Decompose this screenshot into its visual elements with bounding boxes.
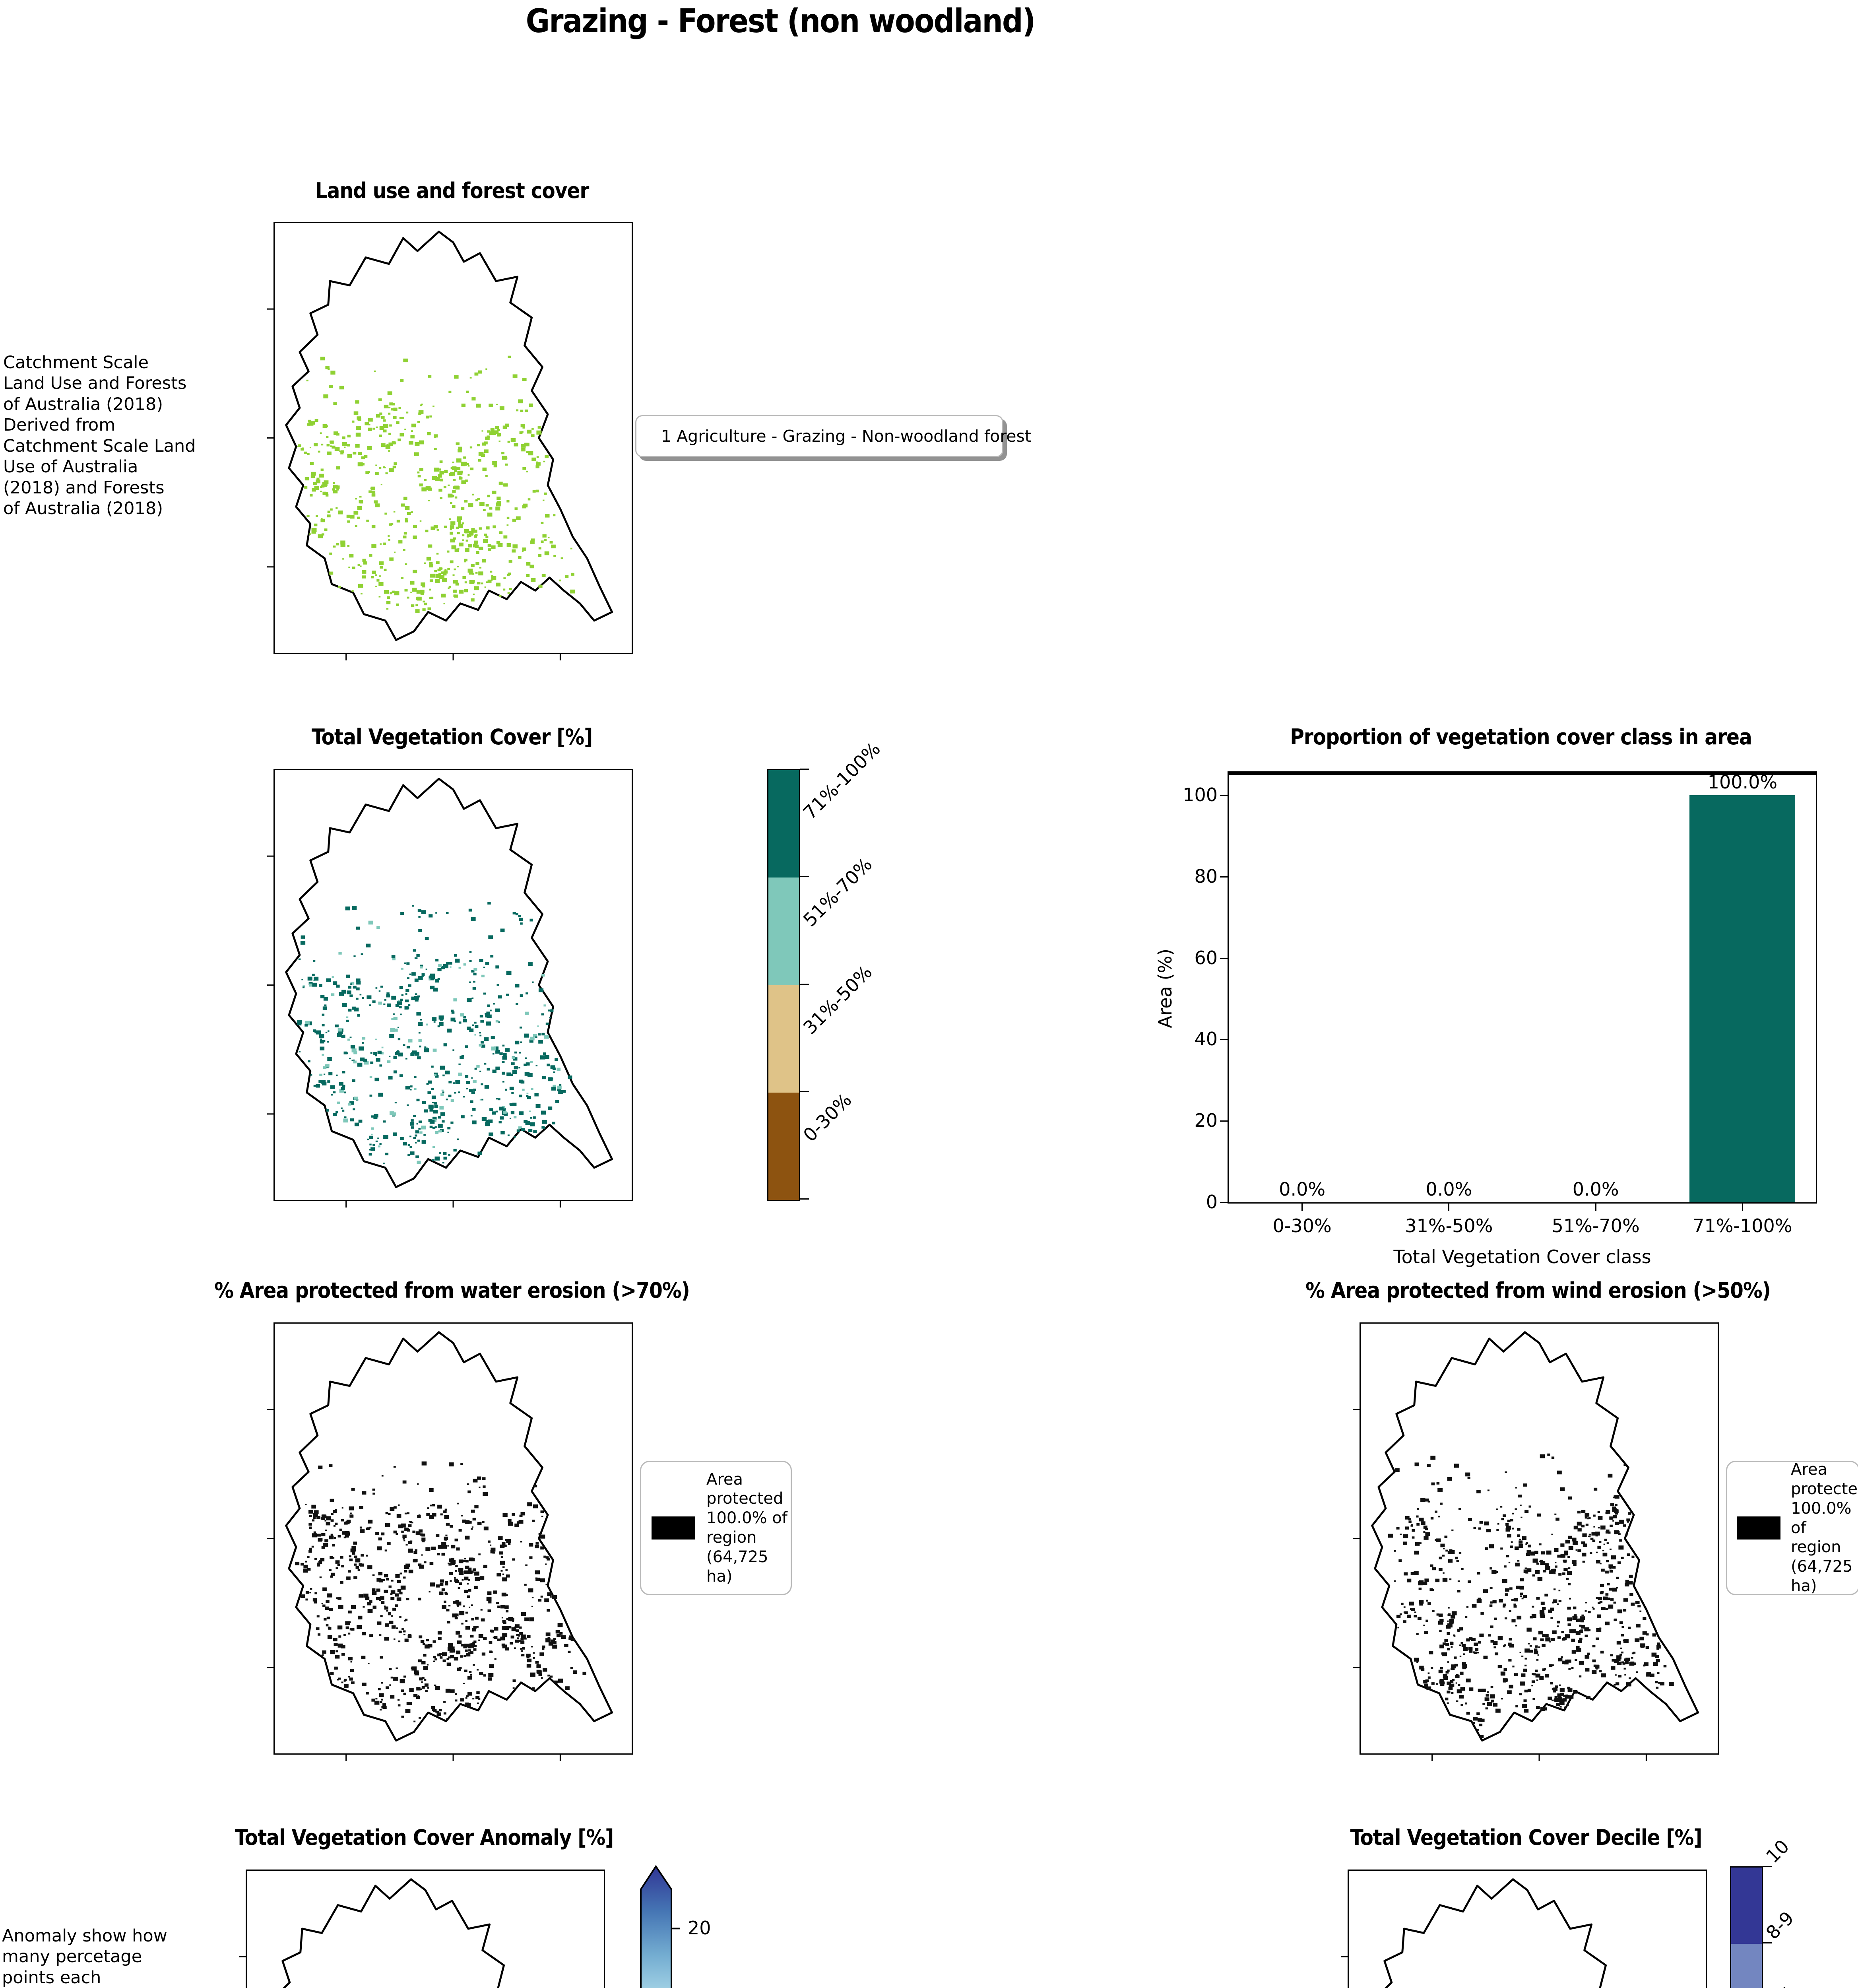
colorbar-segment (768, 770, 799, 878)
text-line: region (1791, 1538, 1841, 1557)
y-tick-label: 60 (1194, 947, 1218, 969)
anomaly-tick-label: 20 (688, 1917, 711, 1939)
water-erosion-map (267, 1322, 633, 1761)
map-speckles (295, 1461, 586, 1722)
text-line: protected (706, 1489, 784, 1508)
text-line: protected (1791, 1480, 1858, 1499)
text-line: Catchment Scale Land (3, 436, 196, 456)
bar-value-label: 0.0% (1426, 1178, 1472, 1200)
anomaly-map (239, 1870, 605, 1988)
y-tick-label: 100 (1183, 784, 1218, 806)
text-line: region (706, 1528, 757, 1547)
colorbar-tick-label: 71%-100% (799, 738, 885, 824)
y-tick-label: 20 (1194, 1110, 1218, 1132)
text-line: Area (706, 1470, 743, 1489)
x-tick-label: 51%-70% (1552, 1215, 1640, 1237)
x-axis-label: Total Vegetation Cover class (1393, 1246, 1651, 1268)
anomaly-map-canvas (239, 1878, 505, 1988)
bar-value-label: 100.0% (1707, 771, 1778, 793)
water-legend-swatch (652, 1516, 695, 1540)
x-tick-label: 71%-100% (1693, 1215, 1792, 1237)
landuse-map (267, 222, 633, 660)
landuse-map-canvas (267, 231, 613, 660)
colorbar-tick-label: 4-7 (1762, 1983, 1798, 1988)
decile-colorbar: 108-94-72-31 (1730, 1835, 1798, 1988)
colorbar-segment (768, 1092, 799, 1200)
text-line: points each (2, 1967, 101, 1988)
text-line: of Australia (2018) (3, 499, 163, 519)
page-title: Grazing - Forest (non woodland) (526, 2, 1036, 40)
bar-value-label: 0.0% (1279, 1178, 1326, 1200)
decile-note: Deciles show where thepixel value lies i… (926, 1985, 1157, 1988)
text-line: Deciles show where the (926, 1985, 1157, 1988)
wind-erosion-title: % Area protected from wind erosion (>50%… (1305, 1278, 1771, 1303)
map-speckles (297, 355, 575, 613)
text-line: of Australia (2018) (3, 394, 163, 414)
decile-map (1341, 1870, 1707, 1988)
landuse-map-title: Land use and forest cover (315, 178, 590, 203)
anomaly-colorbar: 20100−10−20 (640, 1865, 800, 1988)
tvc-map (267, 769, 633, 1208)
tvc-colorbar: 71%-100% 51%-70% 31%-50% 0-30% (767, 738, 884, 1201)
wind-erosion-map (1353, 1322, 1719, 1761)
text-line: Area (1791, 1460, 1828, 1479)
map-speckles (297, 902, 572, 1165)
text-line: (2018) and Forests (3, 478, 165, 498)
y-tick-label: 40 (1194, 1028, 1218, 1050)
landuse-legend-label: 1 Agriculture - Grazing - Non-woodland f… (661, 427, 1031, 446)
colorbar-segment (768, 985, 799, 1093)
y-tick-label: 80 (1194, 865, 1218, 887)
text-line: Use of Australia (3, 457, 138, 477)
x-tick-label: 31%-50% (1405, 1215, 1493, 1237)
proportion-bar-chart: 0 20 40 60 80 100 0.0% 0-30% 0.0% 31%-50% 0.0% 51%-… (1154, 771, 1817, 1268)
text-line: many percetage (2, 1947, 142, 1967)
text-line: Derived from (3, 415, 116, 435)
wind-legend-swatch (1737, 1516, 1780, 1540)
colorbar-segment (1731, 1944, 1762, 1988)
decile-map-title: Total Vegetation Cover Decile [%] (1350, 1825, 1703, 1850)
y-axis-label: Area (%) (1154, 948, 1176, 1028)
water-erosion-map-canvas (267, 1331, 613, 1761)
text-line: 100.0% of (706, 1509, 787, 1528)
text-line: Anomaly show how (2, 1926, 167, 1946)
proportion-chart-title: Proportion of vegetation cover class in … (1290, 724, 1752, 749)
colorbar-tick-label: 51%-70% (799, 853, 877, 931)
anomaly-colorbar-canvas (640, 1865, 680, 1988)
colorbar-tick-label: 31%-50% (799, 961, 877, 1039)
colorbar-tick-label: 8-9 (1761, 1907, 1798, 1944)
landuse-legend: 1 Agriculture - Grazing - Non-woodland f… (635, 415, 1031, 457)
text-line: Land Use and Forests (3, 373, 187, 394)
bar (1689, 795, 1796, 1202)
text-line: Catchment Scale (3, 353, 149, 373)
text-line: ha) (706, 1567, 733, 1586)
x-tick-label: 0-30% (1272, 1215, 1332, 1237)
anomaly-map-title: Total Vegetation Cover Anomaly [%] (235, 1825, 614, 1850)
wind-erosion-map-canvas (1353, 1331, 1699, 1761)
decile-map-canvas (1341, 1878, 1607, 1988)
colorbar-segment (1731, 1868, 1762, 1944)
water-erosion-legend: Area protected 100.0% of region (64,725 ha) (640, 1461, 792, 1595)
text-line: 100.0% of (1791, 1499, 1852, 1537)
map-speckles (1388, 1453, 1674, 1738)
landuse-note: Catchment Scale Land Use and Forests of Au… (3, 352, 226, 519)
text-line: (64,725 (1791, 1557, 1853, 1576)
water-legend-label: Area protected 100.0% of region (64,725 ha) (706, 1470, 787, 1586)
anomaly-note: Anomaly show how many percetage points eac… (2, 1926, 233, 1988)
bar-value-label: 0.0% (1572, 1178, 1619, 1200)
text-line: ha) (1791, 1577, 1817, 1595)
colorbar-segment (768, 878, 799, 985)
water-erosion-title: % Area protected from water erosion (>70… (214, 1278, 690, 1303)
colorbar-tick-label: 0-30% (799, 1089, 856, 1146)
tvc-map-title: Total Vegetation Cover [%] (311, 724, 593, 749)
tvc-map-canvas (267, 778, 613, 1208)
text-line: (64,725 (706, 1547, 768, 1566)
y-tick-label: 0 (1206, 1191, 1218, 1213)
